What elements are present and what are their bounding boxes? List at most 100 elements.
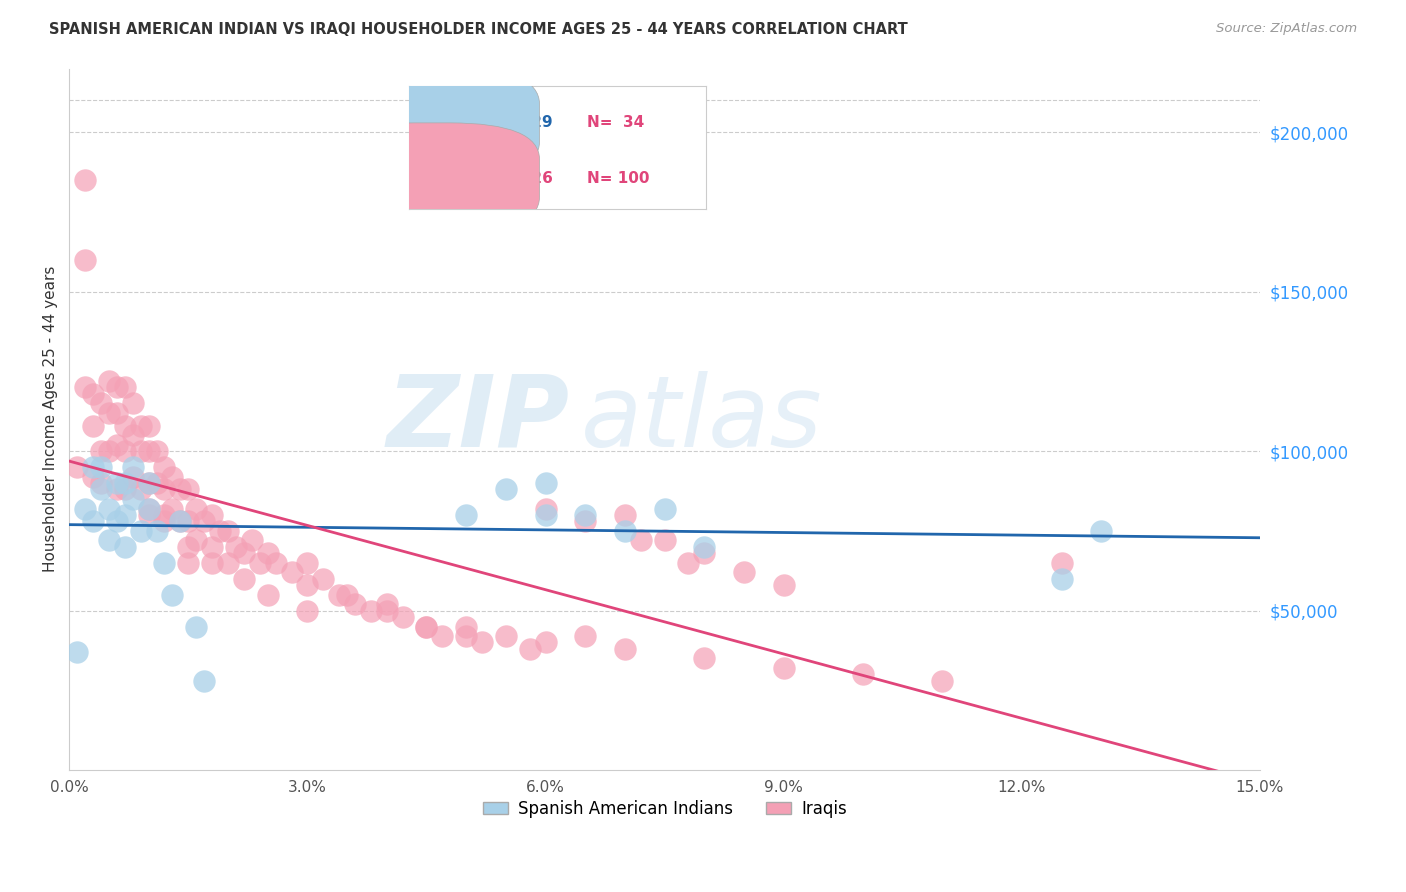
Point bbox=[66, 460, 89, 475]
Point bbox=[415, 619, 437, 633]
Point bbox=[153, 556, 176, 570]
Point bbox=[129, 418, 152, 433]
Point bbox=[297, 556, 319, 570]
Point bbox=[82, 460, 104, 475]
Point bbox=[177, 514, 200, 528]
Point bbox=[232, 572, 254, 586]
Point bbox=[82, 418, 104, 433]
Point bbox=[105, 380, 128, 394]
Text: SPANISH AMERICAN INDIAN VS IRAQI HOUSEHOLDER INCOME AGES 25 - 44 YEARS CORRELATI: SPANISH AMERICAN INDIAN VS IRAQI HOUSEHO… bbox=[49, 22, 908, 37]
Point bbox=[153, 483, 176, 497]
Point bbox=[186, 619, 208, 633]
Point bbox=[90, 460, 112, 475]
Point bbox=[193, 673, 215, 688]
Point bbox=[114, 508, 136, 522]
Point bbox=[534, 635, 557, 649]
Point bbox=[375, 597, 398, 611]
Legend: Spanish American Indians, Iraqis: Spanish American Indians, Iraqis bbox=[475, 794, 853, 825]
Point bbox=[471, 635, 494, 649]
Point bbox=[129, 483, 152, 497]
Point bbox=[114, 444, 136, 458]
Point bbox=[613, 641, 636, 656]
Point bbox=[129, 444, 152, 458]
Point bbox=[162, 588, 184, 602]
Point bbox=[162, 501, 184, 516]
Y-axis label: Householder Income Ages 25 - 44 years: Householder Income Ages 25 - 44 years bbox=[44, 266, 58, 573]
Point bbox=[169, 514, 191, 528]
Point bbox=[105, 438, 128, 452]
Point bbox=[432, 629, 454, 643]
Point bbox=[75, 252, 97, 267]
Point bbox=[519, 641, 541, 656]
Point bbox=[97, 406, 120, 420]
Point bbox=[75, 173, 97, 187]
Point bbox=[169, 483, 191, 497]
Point bbox=[654, 533, 676, 548]
Point bbox=[534, 476, 557, 491]
Point bbox=[232, 546, 254, 560]
Point bbox=[121, 460, 143, 475]
Point bbox=[97, 501, 120, 516]
Point bbox=[225, 540, 247, 554]
Point bbox=[574, 508, 596, 522]
Point bbox=[630, 533, 652, 548]
Point bbox=[534, 501, 557, 516]
Point bbox=[114, 380, 136, 394]
Point bbox=[138, 418, 160, 433]
Point bbox=[153, 460, 176, 475]
Point bbox=[66, 645, 89, 659]
Point bbox=[201, 556, 224, 570]
Point bbox=[931, 673, 953, 688]
Point bbox=[336, 588, 359, 602]
Point bbox=[1090, 524, 1112, 538]
Point bbox=[297, 578, 319, 592]
Text: Source: ZipAtlas.com: Source: ZipAtlas.com bbox=[1216, 22, 1357, 36]
Point bbox=[114, 483, 136, 497]
Point bbox=[90, 476, 112, 491]
Point bbox=[249, 556, 271, 570]
Point bbox=[574, 514, 596, 528]
Point bbox=[138, 444, 160, 458]
Point bbox=[90, 444, 112, 458]
Point bbox=[162, 469, 184, 483]
Text: ZIP: ZIP bbox=[387, 371, 569, 467]
Point bbox=[534, 508, 557, 522]
Point bbox=[733, 566, 755, 580]
Point bbox=[256, 588, 278, 602]
Point bbox=[138, 476, 160, 491]
Point bbox=[90, 396, 112, 410]
Point bbox=[114, 418, 136, 433]
Point bbox=[145, 444, 167, 458]
Point bbox=[114, 476, 136, 491]
Point bbox=[280, 566, 302, 580]
Point bbox=[138, 476, 160, 491]
Point bbox=[375, 603, 398, 617]
Point bbox=[693, 540, 716, 554]
Point bbox=[90, 483, 112, 497]
Point bbox=[153, 514, 176, 528]
Point bbox=[772, 661, 794, 675]
Point bbox=[75, 380, 97, 394]
Point bbox=[138, 501, 160, 516]
Point bbox=[256, 546, 278, 560]
Point bbox=[201, 540, 224, 554]
Point bbox=[693, 546, 716, 560]
Point bbox=[177, 540, 200, 554]
Point bbox=[121, 428, 143, 442]
Point bbox=[193, 514, 215, 528]
Point bbox=[1050, 572, 1073, 586]
Point bbox=[391, 610, 413, 624]
Point bbox=[138, 501, 160, 516]
Point bbox=[1050, 556, 1073, 570]
Point bbox=[153, 508, 176, 522]
Point bbox=[105, 406, 128, 420]
Point bbox=[613, 524, 636, 538]
Point bbox=[415, 619, 437, 633]
Point bbox=[177, 483, 200, 497]
Point bbox=[97, 374, 120, 388]
Point bbox=[772, 578, 794, 592]
Point bbox=[177, 556, 200, 570]
Point bbox=[456, 508, 478, 522]
Point bbox=[312, 572, 335, 586]
Point bbox=[495, 483, 517, 497]
